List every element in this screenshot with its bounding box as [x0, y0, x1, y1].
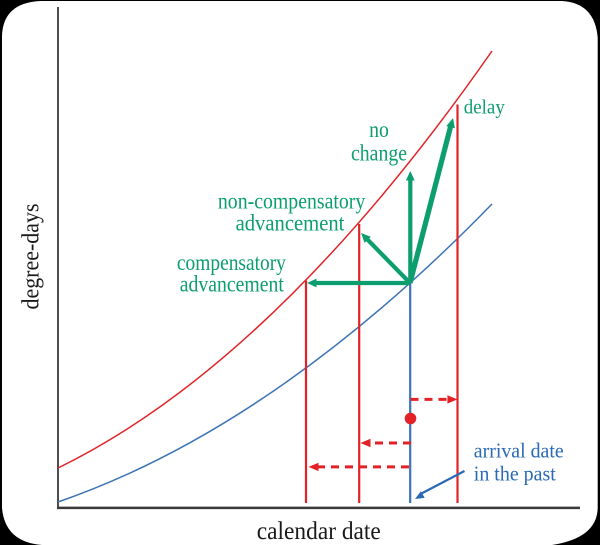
svg-text:advancement: advancement	[236, 210, 345, 235]
svg-text:compensatory: compensatory	[177, 250, 286, 275]
svg-text:change: change	[351, 141, 407, 166]
svg-text:advancement: advancement	[180, 272, 285, 297]
svg-text:non-compensatory: non-compensatory	[218, 188, 366, 213]
svg-text:degree-days: degree-days	[19, 204, 45, 310]
svg-text:calendar date: calendar date	[257, 518, 381, 545]
svg-text:in the past: in the past	[474, 462, 556, 486]
svg-text:delay: delay	[464, 96, 506, 118]
svg-text:arrival date: arrival date	[474, 438, 564, 462]
svg-text:no: no	[369, 117, 389, 142]
